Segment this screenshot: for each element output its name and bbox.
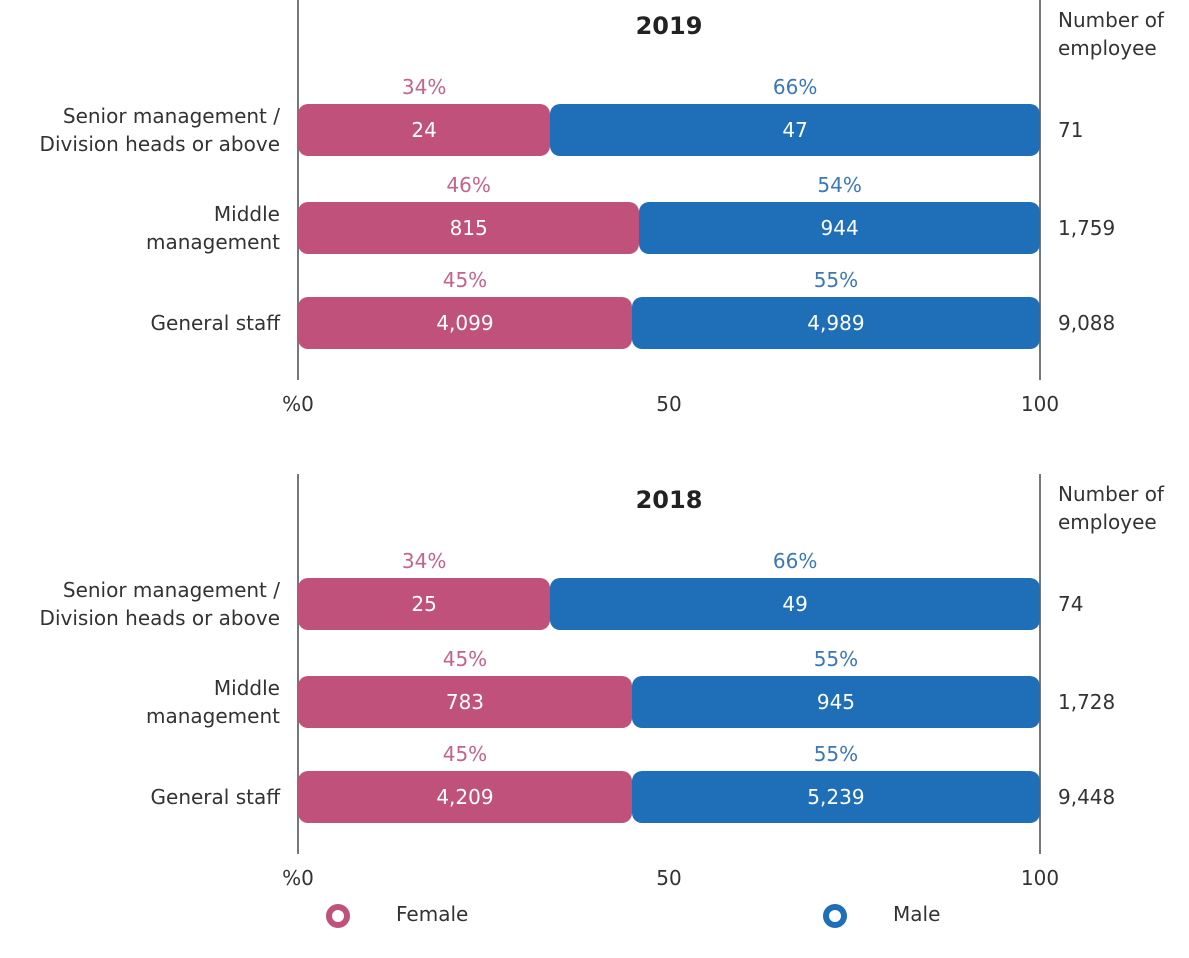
- count-label: 4,209: [436, 785, 494, 809]
- x-tick-label: %0: [282, 392, 314, 416]
- count-label: 945: [816, 690, 856, 714]
- chart-title: 2018: [635, 486, 703, 514]
- bar: [298, 676, 632, 728]
- bar: [298, 771, 632, 823]
- value-label: 66%: [772, 75, 818, 99]
- count-label: 49: [782, 592, 808, 616]
- x-tick-label: 100: [1020, 392, 1060, 416]
- category-label: Middle management: [146, 202, 280, 254]
- value-label: 34%: [401, 75, 447, 99]
- bar: [298, 104, 551, 156]
- value-label: 55%: [813, 268, 859, 292]
- bar: [550, 578, 1040, 630]
- value-label: 66%: [772, 549, 818, 573]
- count-label: 815: [449, 216, 488, 240]
- count-label: 24: [411, 118, 437, 142]
- totals-title: Number of employee: [1058, 8, 1164, 60]
- legend-label: Male: [893, 902, 941, 926]
- category-label: Senior management / Division heads or ab…: [39, 104, 280, 156]
- count-label: 944: [820, 216, 859, 240]
- category-label: Middle management: [146, 676, 280, 728]
- bar: [631, 676, 1040, 728]
- category-label: General staff: [150, 311, 280, 335]
- x-tick-label: 50: [656, 392, 682, 416]
- total-label: 9,448: [1058, 785, 1116, 809]
- bar: [631, 297, 1040, 349]
- value-label: 46%: [446, 173, 491, 197]
- x-tick-label: 50: [656, 866, 682, 890]
- category-label: Senior management / Division heads or ab…: [39, 578, 280, 630]
- axis-line: [1039, 0, 1041, 380]
- legend-marker: [326, 904, 350, 928]
- total-label: 9,088: [1058, 311, 1116, 335]
- count-label: 783: [445, 690, 485, 714]
- value-label: 34%: [401, 549, 447, 573]
- total-label: 74: [1058, 592, 1084, 616]
- bar: [631, 771, 1040, 823]
- count-label: 25: [411, 592, 437, 616]
- category-label: General staff: [150, 785, 280, 809]
- count-label: 4,989: [807, 311, 865, 335]
- axis-line: [1039, 474, 1041, 854]
- chart-title: 2019: [635, 12, 703, 40]
- count-label: 5,239: [807, 785, 865, 809]
- bar: [639, 202, 1040, 254]
- bar: [298, 202, 640, 254]
- x-tick-label: %0: [282, 866, 314, 890]
- value-label: 45%: [442, 268, 488, 292]
- totals-title: Number of employee: [1058, 482, 1164, 534]
- value-label: 45%: [442, 647, 488, 671]
- legend-label: Female: [396, 902, 469, 926]
- total-label: 1,728: [1058, 690, 1116, 714]
- x-tick-label: 100: [1020, 866, 1060, 890]
- value-label: 45%: [442, 742, 488, 766]
- axis-line: [297, 474, 299, 854]
- bar: [298, 297, 632, 349]
- axis-line: [297, 0, 299, 380]
- bar: [550, 104, 1040, 156]
- total-label: 1,759: [1058, 216, 1116, 240]
- legend-marker: [823, 904, 847, 928]
- value-label: 55%: [813, 742, 859, 766]
- bar: [298, 578, 551, 630]
- value-label: 55%: [813, 647, 859, 671]
- value-label: 54%: [817, 173, 862, 197]
- total-label: 71: [1058, 118, 1084, 142]
- count-label: 4,099: [436, 311, 494, 335]
- count-label: 47: [782, 118, 808, 142]
